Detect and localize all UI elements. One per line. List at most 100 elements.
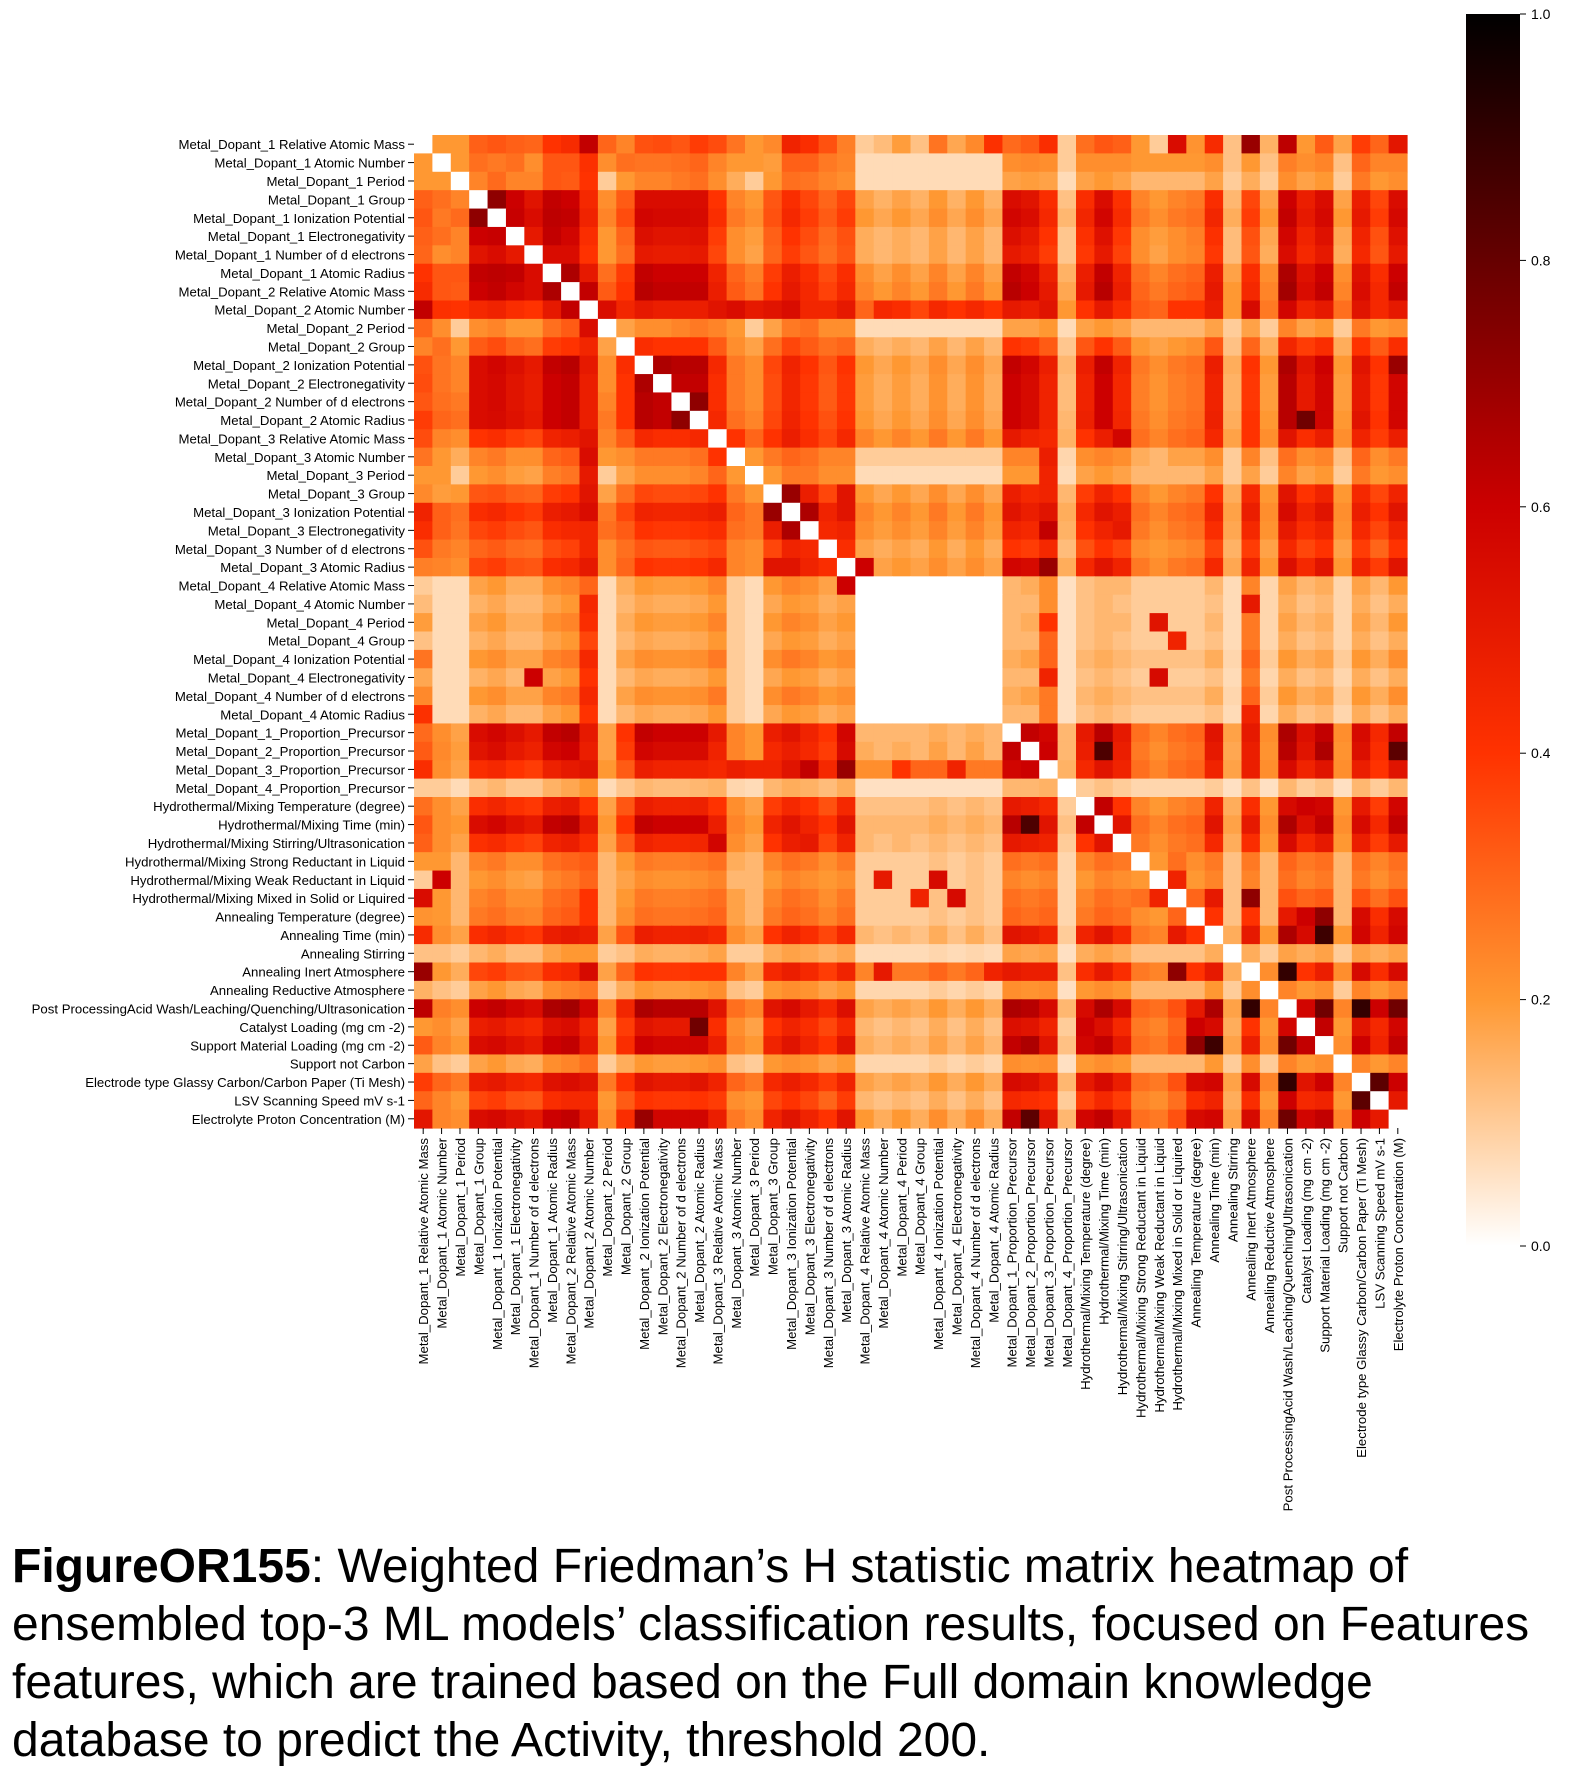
heatmap-cell <box>1186 576 1206 596</box>
heatmap-cell <box>414 999 433 1019</box>
heatmap-figure: Metal_Dopant_1 Relative Atomic MassMetal… <box>32 6 1551 1511</box>
heatmap-cell <box>561 263 581 283</box>
heatmap-cell <box>855 135 875 154</box>
heatmap-cell <box>1167 649 1187 669</box>
heatmap-cell <box>432 686 452 706</box>
heatmap-cell <box>965 374 985 394</box>
heatmap-cell <box>836 925 856 945</box>
heatmap-cell <box>1388 980 1408 1000</box>
heatmap-cell <box>708 190 728 210</box>
heatmap-cell <box>1259 944 1279 964</box>
heatmap-cell <box>1057 999 1077 1019</box>
heatmap-cell <box>781 1054 801 1074</box>
heatmap-cell <box>542 1109 562 1129</box>
heatmap-cell <box>836 318 856 338</box>
heatmap-cell <box>910 686 930 706</box>
heatmap-cell <box>1112 741 1132 761</box>
heatmap-cell <box>708 521 728 541</box>
heatmap-cell <box>1002 1091 1022 1111</box>
heatmap-cell <box>928 521 948 541</box>
heatmap-cell <box>689 226 709 246</box>
heatmap-cell <box>745 999 764 1019</box>
heatmap-cell <box>984 741 1004 761</box>
heatmap-cell <box>450 1109 470 1129</box>
heatmap-cell <box>1204 263 1224 283</box>
heatmap-cell <box>1057 337 1077 357</box>
heatmap-cell <box>873 410 893 430</box>
heatmap-cell <box>1020 539 1040 559</box>
heatmap-cell <box>579 1036 599 1056</box>
heatmap-cell <box>818 245 838 265</box>
heatmap-cell <box>469 760 489 780</box>
heatmap-cell <box>1278 557 1298 577</box>
heatmap-cell <box>745 741 764 761</box>
heatmap-cell <box>597 429 617 449</box>
heatmap-cell <box>745 907 764 927</box>
heatmap-cell <box>432 723 452 743</box>
heatmap-cell <box>469 576 489 596</box>
heatmap-cell <box>781 447 801 467</box>
heatmap-cell <box>1333 999 1353 1019</box>
y-tick-label: Metal_Dopant_2 Period <box>266 321 405 336</box>
heatmap-cell <box>1094 833 1114 853</box>
heatmap-cell <box>1315 686 1335 706</box>
heatmap-cell <box>1167 797 1187 816</box>
heatmap-cell <box>1315 833 1335 853</box>
heatmap-cell <box>1241 557 1261 577</box>
heatmap-cell <box>1241 300 1261 320</box>
heatmap-cell <box>873 741 893 761</box>
heatmap-cell <box>524 171 544 191</box>
heatmap-cell <box>561 374 581 394</box>
heatmap-cell <box>542 410 562 430</box>
y-tick-label: Metal_Dopant_2 Atomic Radius <box>220 413 405 428</box>
heatmap-cell <box>1186 815 1206 835</box>
heatmap-cell <box>561 613 581 633</box>
heatmap-cell <box>524 907 544 927</box>
heatmap-cell <box>505 374 525 394</box>
heatmap-cell <box>1370 521 1390 541</box>
heatmap-cell <box>597 521 617 541</box>
heatmap-cell <box>1186 429 1206 449</box>
heatmap-cell <box>1039 466 1059 485</box>
heatmap-cell <box>1388 631 1408 651</box>
heatmap-cell <box>1186 484 1206 504</box>
heatmap-cell <box>910 649 930 669</box>
heatmap-cell <box>505 171 525 191</box>
heatmap-cell <box>579 797 599 816</box>
heatmap-cell <box>432 594 452 614</box>
heatmap-cell <box>763 466 783 485</box>
heatmap-cell <box>505 1017 525 1037</box>
heatmap-cell <box>910 190 930 210</box>
heatmap-cell <box>1149 392 1169 412</box>
heatmap-cell <box>1020 760 1040 780</box>
heatmap-cell <box>1057 705 1077 725</box>
heatmap-cell <box>653 723 673 743</box>
heatmap-cell <box>653 300 673 320</box>
heatmap-cell <box>1039 797 1059 816</box>
heatmap-cell <box>726 429 746 449</box>
heatmap-cell <box>1296 705 1316 725</box>
heatmap-cell <box>1388 374 1408 394</box>
heatmap-cell <box>1094 705 1114 725</box>
heatmap-cell <box>689 741 709 761</box>
heatmap-cell <box>726 1017 746 1037</box>
heatmap-cell <box>469 649 489 669</box>
heatmap-cell <box>745 190 764 210</box>
heatmap-cell <box>781 741 801 761</box>
heatmap-cell <box>524 447 544 467</box>
heatmap-cell <box>910 263 930 283</box>
heatmap-cell <box>1351 870 1371 890</box>
heatmap-cell <box>542 208 562 228</box>
heatmap-cell <box>1002 245 1022 265</box>
heatmap-cell <box>1351 925 1371 945</box>
heatmap-cell <box>892 576 912 596</box>
heatmap-cell <box>965 888 985 908</box>
heatmap-cell <box>1131 649 1151 669</box>
heatmap-cell <box>781 723 801 743</box>
heatmap-cell <box>524 521 544 541</box>
heatmap-cell <box>836 778 856 798</box>
heatmap-cell <box>1186 135 1206 154</box>
heatmap-cell <box>818 852 838 872</box>
heatmap-cell <box>579 723 599 743</box>
heatmap-cell <box>653 576 673 596</box>
